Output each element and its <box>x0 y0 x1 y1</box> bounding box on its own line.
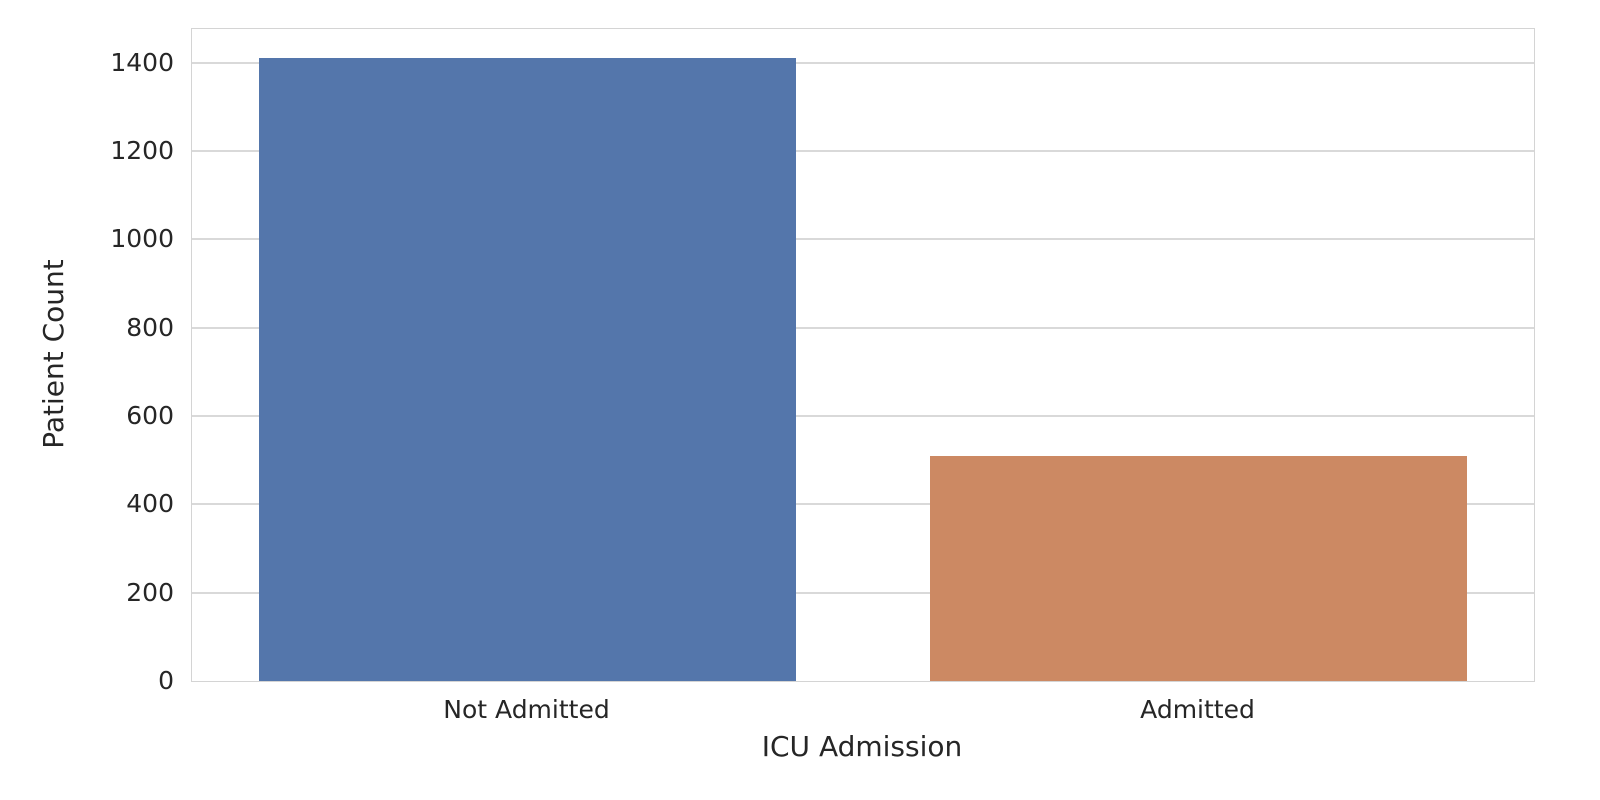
gridline-y-200 <box>192 591 1534 594</box>
y-tick-label-200: 200 <box>126 577 174 607</box>
gridline-y-400 <box>192 503 1534 506</box>
y-tick-label-1400: 1400 <box>110 47 174 77</box>
y-tick-label-1000: 1000 <box>110 224 174 254</box>
gridline-y-800 <box>192 326 1534 329</box>
gridline-y-1400 <box>192 61 1534 64</box>
gridline-y-1200 <box>192 149 1534 152</box>
x-axis-label: ICU Admission <box>761 730 963 763</box>
plot-area <box>191 28 1535 682</box>
x-tick-label-not-admitted: Not Admitted <box>443 695 610 724</box>
y-tick-label-800: 800 <box>126 312 174 342</box>
y-tick-label-0: 0 <box>158 666 174 695</box>
bar-not-admitted <box>259 58 796 681</box>
x-tick-label-admitted: Admitted <box>1140 695 1255 724</box>
bar-admitted <box>930 455 1467 681</box>
gridline-y-600 <box>192 414 1534 417</box>
y-tick-label-1200: 1200 <box>110 135 174 165</box>
y-tick-label-600: 600 <box>126 400 174 430</box>
gridline-y-1000 <box>192 238 1534 241</box>
y-tick-label-400: 400 <box>126 489 174 519</box>
y-axis-label: Patient Count <box>37 259 70 449</box>
